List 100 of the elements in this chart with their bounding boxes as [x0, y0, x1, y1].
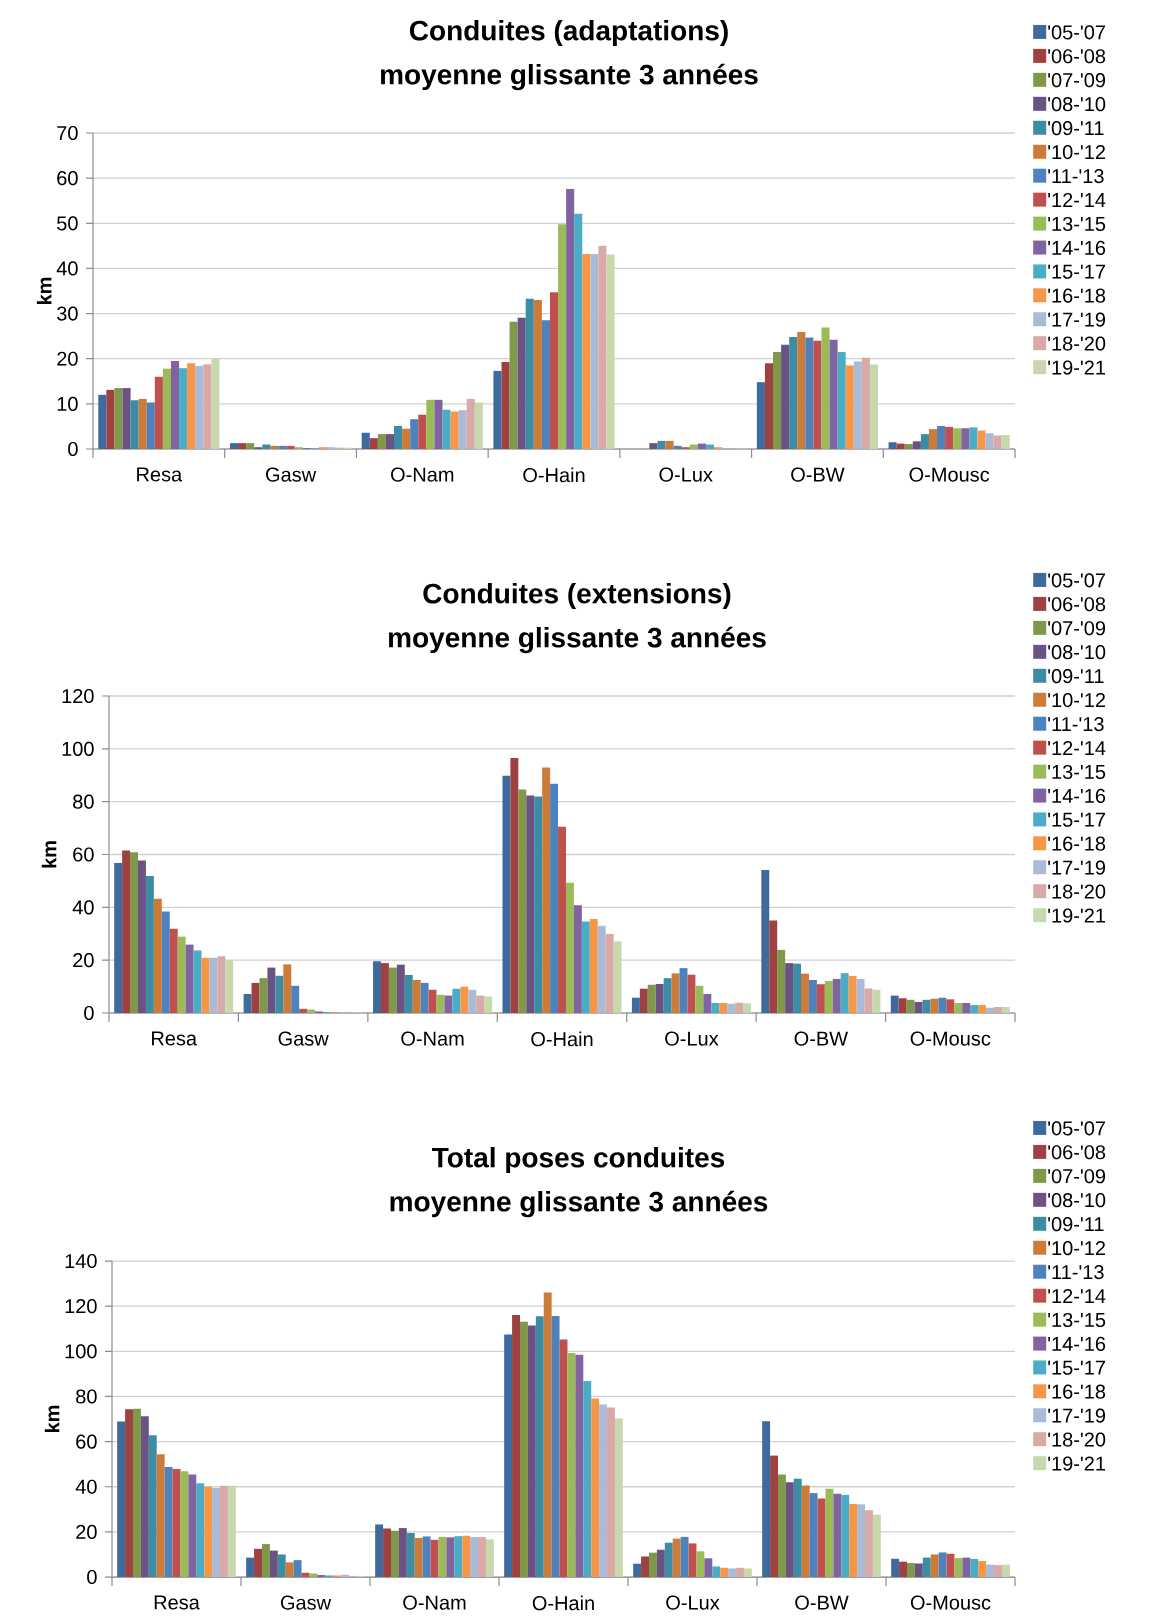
legend-label: '14-'16 [1048, 1336, 1106, 1352]
chart-subtitle: moyenne glissante 3 années [380, 63, 758, 91]
x-tick-label: O-Mousc [910, 1595, 991, 1610]
bar [122, 850, 131, 1014]
y-tick-label: 20 [73, 953, 94, 968]
bar [597, 925, 606, 1014]
bar [969, 427, 978, 450]
bar [712, 1566, 721, 1578]
bar [550, 783, 559, 1014]
bar [533, 300, 542, 450]
bar [211, 358, 220, 450]
x-tick-label: Gasw [278, 1031, 329, 1046]
bar [938, 1552, 947, 1578]
bar [865, 1510, 873, 1578]
x-tick-label: O-Nam [391, 467, 454, 482]
bar [664, 1542, 673, 1578]
bar [832, 978, 841, 1014]
bar [380, 963, 389, 1014]
bar [890, 995, 899, 1014]
legend-label: '13-'15 [1048, 216, 1106, 232]
chart-title: Conduites (adaptations) [409, 19, 728, 47]
bar [663, 978, 672, 1014]
bar [261, 1544, 270, 1578]
bar [293, 1560, 302, 1578]
legend-label: '11-'13 [1048, 1264, 1104, 1280]
legend-label: '12-'14 [1048, 740, 1106, 755]
bar [383, 1528, 391, 1578]
bar [598, 245, 607, 450]
bar [458, 410, 467, 450]
bar [512, 1314, 520, 1578]
bar [785, 963, 794, 1014]
bar [385, 434, 395, 450]
bar [396, 964, 405, 1014]
bar [719, 1002, 728, 1014]
bar [1001, 1006, 1010, 1014]
y-tick-label: 80 [76, 1389, 97, 1404]
y-tick-label: 40 [56, 261, 78, 276]
x-tick-label: O-Hain [532, 1595, 594, 1611]
bar [912, 441, 921, 450]
bar [891, 1558, 900, 1578]
bar [161, 911, 170, 1014]
y-tick-label: 60 [57, 171, 78, 186]
x-tick-label: O-Nam [401, 1031, 464, 1046]
bar [269, 1550, 278, 1578]
bar [672, 1538, 681, 1578]
bar [872, 1514, 881, 1578]
bar [849, 1503, 858, 1578]
bar [227, 1485, 236, 1578]
bar [388, 967, 397, 1014]
y-tick-label: 70 [57, 125, 78, 141]
bar [770, 1455, 778, 1578]
bar [375, 1524, 384, 1578]
y-tick-label: 140 [65, 1253, 97, 1269]
bar [954, 1558, 963, 1578]
bar [793, 1478, 802, 1578]
bar [930, 1554, 939, 1578]
legend-label: '13-'15 [1048, 764, 1106, 780]
bar [518, 789, 527, 1014]
y-tick-label: 30 [57, 306, 78, 321]
bar [607, 1407, 615, 1578]
legend-label: '08-'10 [1048, 645, 1106, 660]
bar [978, 1561, 987, 1578]
bar [169, 928, 178, 1014]
legend-label: '12-'14 [1048, 1288, 1106, 1303]
bar [551, 1316, 560, 1578]
bar [259, 978, 268, 1014]
legend-label: '17-'19 [1048, 312, 1106, 327]
bar [117, 1421, 126, 1578]
y-tick-label: 0 [84, 1005, 94, 1021]
bar [922, 1557, 931, 1578]
bar [657, 440, 666, 450]
y-tick-label: 0 [68, 441, 78, 457]
bar [541, 320, 550, 450]
bar [994, 1565, 1002, 1578]
x-tick-label: Gasw [266, 467, 317, 482]
bar [647, 984, 656, 1014]
bar [526, 795, 535, 1014]
bar [764, 363, 774, 450]
bar [801, 1485, 810, 1578]
legend-label: '07-'09 [1048, 73, 1106, 88]
bar [138, 398, 147, 450]
legend-label: '10-'12 [1048, 145, 1105, 160]
bar [446, 1537, 455, 1578]
bar [805, 337, 814, 450]
bar [673, 445, 682, 450]
bar [478, 1537, 486, 1578]
bar [270, 445, 279, 450]
bar [914, 1563, 923, 1578]
legend-label: '14-'16 [1048, 788, 1106, 804]
bar [534, 796, 543, 1014]
bar [888, 442, 897, 450]
x-tick-label: O-Mousc [910, 1031, 991, 1046]
bar [535, 1316, 544, 1578]
bar [614, 1418, 623, 1578]
bar [361, 432, 370, 450]
bar [656, 1549, 665, 1578]
bar [428, 989, 437, 1014]
bar [130, 400, 139, 450]
bar [845, 365, 854, 450]
bar [114, 862, 123, 1014]
